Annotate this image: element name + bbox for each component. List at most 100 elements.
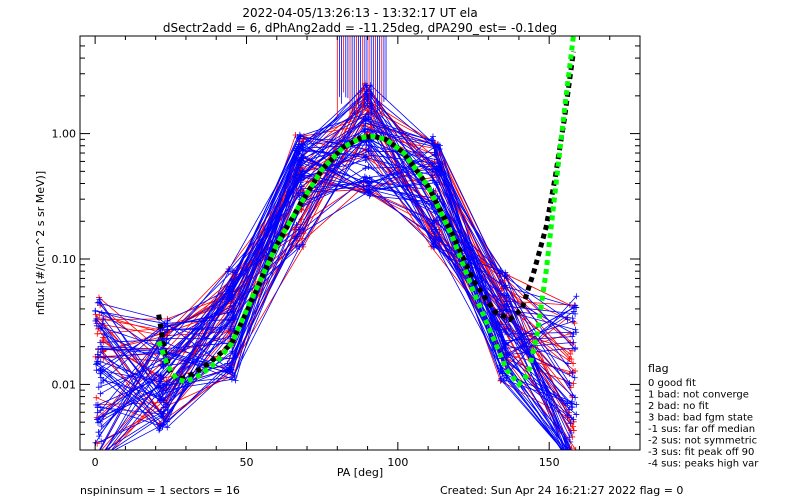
legend-entry: -3 sus: fit peak off 90 — [648, 447, 754, 458]
legend-entry: 2 bad: no fit — [648, 401, 709, 412]
sweep-line — [101, 144, 572, 450]
sweep-marker — [159, 362, 166, 369]
sweep-marker — [299, 241, 306, 248]
sweep-marker — [497, 267, 504, 274]
sweep-line — [97, 176, 573, 406]
sweep-marker — [572, 457, 578, 463]
data-lines — [92, 36, 580, 463]
chart-title: 2022-04-05/13:26:13 - 13:32:17 UT ela — [242, 6, 477, 20]
sweep-marker — [502, 340, 509, 347]
sweep-marker — [159, 391, 166, 398]
sweep-marker — [431, 221, 438, 228]
legend-title: flag — [648, 362, 669, 375]
sweep-marker — [98, 457, 104, 463]
sweep-marker — [92, 308, 99, 315]
sweep-line — [98, 128, 569, 450]
sweep-marker — [570, 457, 576, 463]
sweep-line — [103, 118, 570, 397]
y-axis-label: nflux [#/(cm^2 s sr MeV)] — [34, 171, 47, 315]
sweep-marker — [298, 183, 305, 190]
sweep-line — [98, 90, 577, 437]
sweep-marker — [95, 384, 102, 391]
sweep-marker — [232, 377, 239, 384]
sweep-marker — [93, 358, 100, 365]
sweep-marker — [296, 131, 303, 138]
sweep-marker — [566, 406, 573, 413]
sweep-marker — [570, 339, 577, 346]
sweep-marker — [362, 120, 369, 127]
sweep-marker — [158, 398, 165, 405]
footer-created: Created: Sun Apr 24 16:21:27 2022 flag =… — [440, 484, 683, 497]
sweep-line — [102, 82, 571, 450]
sweep-marker — [365, 148, 372, 155]
sweep-marker — [295, 135, 302, 142]
sweep-marker — [573, 329, 580, 336]
sweep-marker — [295, 158, 302, 165]
sweep-marker — [100, 334, 107, 341]
sweep-marker — [564, 316, 571, 323]
sweep-line — [96, 105, 576, 420]
y-tick-label: 1.00 — [52, 128, 77, 141]
sweep-marker — [365, 138, 372, 145]
sweep-marker — [99, 453, 105, 459]
sweep-marker — [100, 315, 107, 322]
sweep-line — [102, 177, 569, 371]
sweep-marker — [293, 221, 300, 228]
sweep-marker — [572, 304, 579, 311]
sweep-marker — [361, 173, 368, 180]
sweep-line — [100, 92, 565, 450]
sweep-marker — [436, 196, 443, 203]
sweep-marker — [97, 366, 104, 373]
sweep-marker — [569, 457, 575, 463]
sweep-marker — [97, 339, 104, 346]
sweep-marker — [565, 455, 571, 461]
sweep-marker — [428, 172, 435, 179]
sweep-line — [96, 85, 576, 356]
sweep-marker — [98, 325, 105, 332]
sweep-marker — [428, 138, 435, 145]
sweep-marker — [164, 424, 171, 431]
plot-frame — [79, 35, 641, 451]
sweep-marker — [503, 306, 510, 313]
sweep-marker — [570, 416, 577, 423]
sweep-marker — [230, 372, 237, 379]
sweep-marker — [365, 188, 372, 195]
sweep-marker — [503, 292, 510, 299]
sweep-marker — [158, 374, 165, 381]
legend-entry: 1 bad: not converge — [648, 390, 749, 401]
sweep-marker — [95, 325, 102, 332]
sweep-marker — [572, 326, 579, 333]
sweep-marker — [368, 128, 375, 135]
sweep-marker — [161, 382, 168, 389]
sweep-marker — [297, 170, 304, 177]
sweep-marker — [569, 457, 575, 463]
sweep-marker — [93, 367, 100, 374]
sweep-marker — [565, 457, 571, 463]
sweep-marker — [568, 457, 574, 463]
sweep-marker — [362, 153, 369, 160]
sweep-marker — [156, 425, 163, 432]
sweep-marker — [164, 418, 171, 425]
legend-entry: -2 sus: not symmetric — [648, 436, 757, 447]
legend-entry: -4 sus: peaks high var — [648, 459, 759, 470]
sweep-line — [97, 102, 574, 420]
sweep-marker — [232, 299, 239, 306]
sweep-marker — [572, 457, 578, 463]
x-tick-label: 0 — [92, 456, 99, 469]
sweep-marker — [362, 125, 369, 132]
sweep-marker — [97, 390, 104, 397]
legend: flag 0 good fit 1 bad: not converge 2 ba… — [648, 362, 759, 470]
sweep-marker — [572, 344, 579, 351]
sweep-marker — [162, 401, 169, 408]
sweep-marker — [573, 457, 579, 463]
fit-curve-0 — [156, 51, 576, 382]
sweep-marker — [365, 163, 372, 170]
sweep-line — [95, 152, 577, 427]
sweep-marker — [500, 378, 507, 385]
sweep-marker — [572, 457, 578, 463]
footer-params: nspininsum = 1 sectors = 16 — [80, 484, 240, 497]
sweep-marker — [94, 416, 101, 423]
sweep-marker — [94, 401, 101, 408]
sweep-marker — [502, 269, 509, 276]
sweep-marker — [93, 322, 100, 329]
